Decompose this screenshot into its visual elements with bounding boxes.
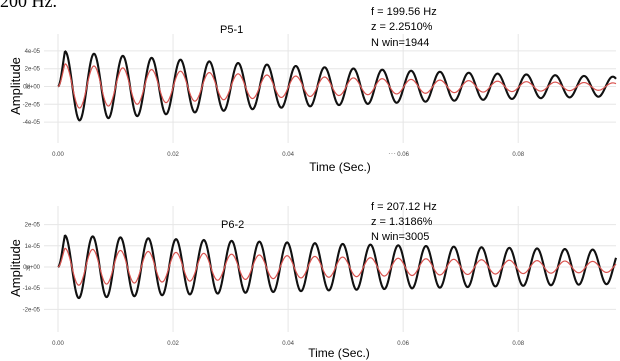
cropped-header-text: 200 Hz. xyxy=(0,0,57,11)
y-tick-label: -2e-05 xyxy=(23,102,41,108)
x-tick-label: 0.06 xyxy=(397,341,409,347)
y-channel-label: 3Z xyxy=(26,83,32,89)
x-tick-label: 0.06 xyxy=(397,152,409,158)
x-tick-label: 0.04 xyxy=(282,341,294,347)
y-tick-label: 0e+00 xyxy=(23,85,41,91)
info-box: f = 199.56 Hz z = 2.2510% N win=1944 xyxy=(371,6,437,49)
y-tick-label: -4e-05 xyxy=(23,120,41,126)
x-tick-label: 0.02 xyxy=(167,152,179,158)
x-tick-label: 0.08 xyxy=(512,341,524,347)
grid-panel-p5-1 xyxy=(44,34,616,143)
series-fitted-p6-2 xyxy=(57,247,617,286)
info-box: f = 207.12 Hz z = 1.3186% N win=3005 xyxy=(371,201,437,243)
x-axis-label: Time (Sec.) xyxy=(308,346,370,360)
series-measured-p6-2 xyxy=(57,234,618,300)
x-ticks: 0.00 0.02 0.04 0.06 0.08 xyxy=(52,152,525,158)
ellipsis-mark: ··· xyxy=(388,149,396,158)
y-ticks: 2e-05 1e-05 0e+00 -1e-05 -2e-05 xyxy=(23,223,41,314)
damping-label: z = 2.2510% xyxy=(371,21,433,33)
y-channel-label: 3Z xyxy=(26,265,32,271)
y-axis-label: Amplitude xyxy=(8,57,23,115)
y-axis-label: Amplitude xyxy=(8,239,23,297)
x-tick-label: 0.00 xyxy=(52,152,64,158)
y-tick-label: 2e-05 xyxy=(25,67,41,73)
x-tick-label: 0.08 xyxy=(512,152,524,158)
window-label: N win=3005 xyxy=(371,231,429,243)
y-tick-label: 4e-05 xyxy=(25,49,41,55)
y-tick-label: 1e-05 xyxy=(25,244,41,250)
series-measured-p5-1 xyxy=(57,50,617,122)
window-label: N win=1944 xyxy=(371,37,429,49)
y-tick-label: -2e-05 xyxy=(23,307,41,313)
damping-label: z = 1.3186% xyxy=(371,216,433,228)
panel-title: P6-2 xyxy=(221,219,244,231)
panel-title: P5-1 xyxy=(220,24,243,36)
series-fitted-p5-1 xyxy=(57,63,617,109)
y-tick-label: -1e-05 xyxy=(23,286,41,292)
x-tick-label: 0.04 xyxy=(282,152,294,158)
panel-p5-1: P5-1 f = 199.56 Hz z = 2.2510% N win=194… xyxy=(8,6,617,174)
y-tick-label: 0e+00 xyxy=(23,265,41,271)
y-ticks: 4e-05 2e-05 0e+00 -2e-05 -4e-05 xyxy=(23,49,41,126)
frequency-label: f = 207.12 Hz xyxy=(371,201,437,213)
x-axis-label: Time (Sec.) xyxy=(309,160,371,174)
x-ticks: 0.00 0.02 0.04 0.06 0.08 xyxy=(52,341,525,347)
x-tick-label: 0.02 xyxy=(167,341,179,347)
panel-p6-2: P6-2 f = 207.12 Hz z = 1.3186% N win=300… xyxy=(8,201,618,360)
frequency-label: f = 199.56 Hz xyxy=(371,6,437,18)
y-tick-label: 2e-05 xyxy=(25,223,41,229)
x-tick-label: 0.00 xyxy=(52,341,64,347)
